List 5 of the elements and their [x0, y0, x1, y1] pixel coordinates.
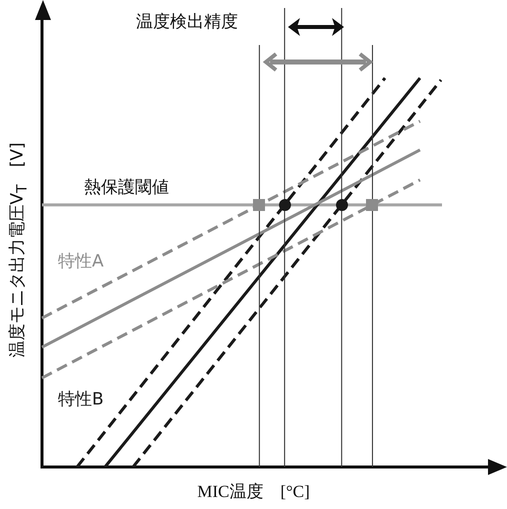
ref-line-label: 熱保護閾値: [84, 178, 169, 198]
x-axis-title: MIC温度 [°C]: [196, 481, 311, 503]
text: 温度検出精度: [136, 11, 238, 33]
text: 特性A: [58, 252, 104, 272]
text: 特性B: [58, 389, 104, 410]
